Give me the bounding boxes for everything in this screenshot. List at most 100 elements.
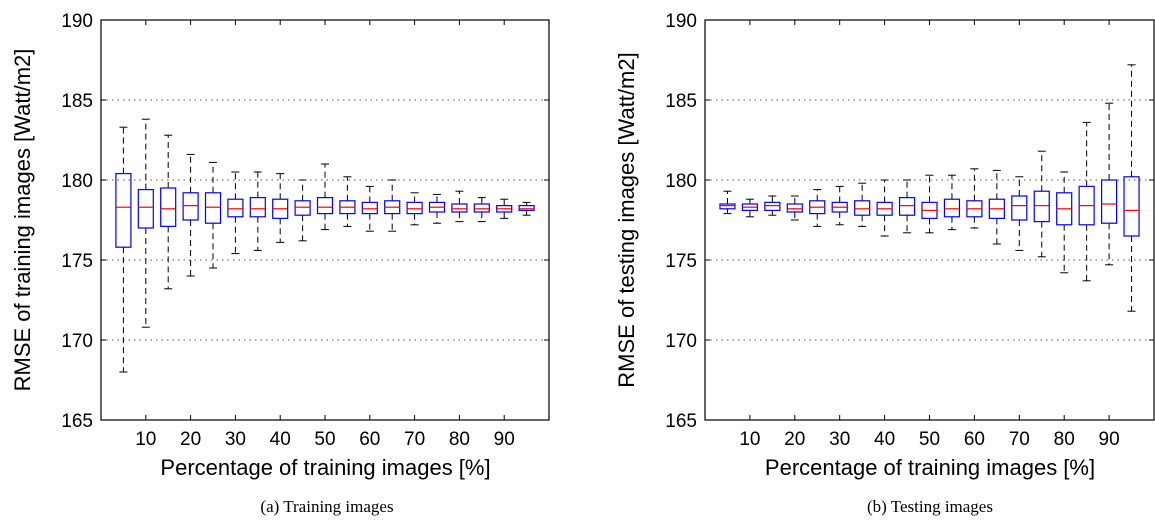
box-plot — [294, 179, 311, 242]
box-plot — [182, 153, 199, 277]
box-iqr — [361, 201, 378, 215]
box-plot — [204, 161, 222, 269]
x-tick-label: 40 — [270, 429, 291, 450]
box-iqr — [473, 203, 490, 213]
box-plot — [943, 174, 961, 231]
box-iqr — [1123, 176, 1140, 237]
box-iqr — [1100, 179, 1118, 224]
x-tick-label: 10 — [739, 429, 760, 450]
box-iqr — [160, 187, 177, 228]
box-plot — [1100, 102, 1118, 266]
box-plot — [227, 171, 244, 255]
box-plot — [339, 176, 356, 227]
box-plot — [1123, 64, 1140, 312]
box-plot — [764, 195, 781, 216]
box-iqr — [1011, 195, 1028, 221]
box-iqr — [719, 203, 736, 210]
y-tick-label: 165 — [61, 411, 93, 432]
x-tick-label: 60 — [359, 429, 380, 450]
box-plot — [115, 126, 132, 373]
chart-panel-b: 165 170 175 180 185 190 10 20 30 40 50 60 70 80 90Perc… — [614, 11, 1155, 516]
box-plot — [160, 134, 177, 290]
x-tick-label: 70 — [1009, 429, 1030, 450]
box-iqr — [115, 173, 132, 248]
box-iqr — [137, 189, 154, 229]
box-plot — [988, 169, 1005, 245]
box-plot — [1033, 150, 1050, 258]
box-plot — [966, 168, 983, 229]
box-iqr — [204, 192, 222, 224]
x-tick-label: 90 — [494, 429, 515, 450]
box-iqr — [249, 197, 266, 218]
y-tick-label: 180 — [665, 171, 697, 192]
figure-caption: (a) Training images — [260, 497, 393, 516]
y-tick-label: 180 — [61, 171, 93, 192]
y-axis-label: RMSE of testing images [Watt/m2] — [614, 52, 639, 387]
y-tick-label: 165 — [665, 411, 697, 432]
x-tick-label: 90 — [1099, 429, 1120, 450]
box-iqr — [451, 203, 468, 213]
x-tick-label: 40 — [874, 429, 895, 450]
box-plot — [451, 190, 468, 223]
x-tick-label: 30 — [225, 429, 246, 450]
box-plot — [518, 201, 535, 216]
box-iqr — [854, 200, 871, 216]
x-tick-label: 70 — [404, 429, 425, 450]
x-tick-label: 10 — [135, 429, 156, 450]
box-plot — [316, 163, 334, 231]
figure-caption: (b) Testing images — [867, 497, 993, 516]
box-plot — [876, 179, 893, 237]
y-tick-label: 175 — [61, 251, 93, 272]
box-plot — [719, 190, 736, 215]
x-tick-label: 20 — [180, 429, 201, 450]
box-plot — [249, 171, 266, 251]
box-plot — [809, 189, 826, 227]
box-iqr — [898, 197, 916, 216]
y-axis-label: RMSE of training images [Watt/m2] — [10, 49, 35, 392]
box-plot — [1011, 176, 1028, 251]
box-plot — [473, 197, 490, 223]
x-tick-label: 20 — [784, 429, 805, 450]
box-plot — [428, 193, 446, 224]
box-plot — [854, 182, 871, 227]
y-tick-label: 185 — [665, 91, 697, 112]
box-plot — [384, 179, 401, 232]
box-iqr — [227, 198, 244, 218]
box-plot — [1078, 121, 1095, 282]
x-tick-label: 80 — [1054, 429, 1075, 450]
plot-frame — [100, 19, 550, 421]
box-iqr — [294, 200, 311, 216]
box-iqr — [1033, 190, 1050, 223]
x-axis-label: Percentage of training images [%] — [160, 455, 490, 480]
box-iqr — [764, 201, 781, 211]
x-axis-label: Percentage of training images [%] — [765, 455, 1095, 480]
box-plot — [921, 174, 938, 234]
chart-panel-a: 165 170 175 180 185 190 10 20 30 40 50 60 70 80 90Perc… — [10, 11, 550, 516]
y-tick-label: 170 — [61, 331, 93, 352]
box-plot — [361, 185, 378, 232]
box-iqr — [316, 197, 334, 215]
x-tick-label: 60 — [964, 429, 985, 450]
y-tick-label: 170 — [665, 331, 697, 352]
box-iqr — [786, 203, 803, 213]
x-tick-label: 50 — [919, 429, 940, 450]
y-tick-label: 175 — [665, 251, 697, 272]
y-tick-label: 190 — [61, 11, 93, 32]
box-iqr — [182, 192, 199, 221]
box-plot — [406, 192, 423, 226]
box-plot — [741, 198, 759, 218]
x-tick-label: 30 — [829, 429, 850, 450]
box-plot — [137, 118, 154, 328]
box-iqr — [518, 205, 535, 212]
box-plot — [786, 195, 803, 221]
box-plot — [1056, 171, 1073, 274]
x-tick-label: 80 — [449, 429, 470, 450]
y-tick-label: 185 — [61, 91, 93, 112]
box-plot — [272, 173, 289, 243]
box-iqr — [406, 201, 423, 215]
box-plot — [898, 179, 916, 234]
box-plot — [496, 198, 513, 219]
box-plot — [831, 185, 848, 226]
box-iqr — [943, 198, 961, 218]
